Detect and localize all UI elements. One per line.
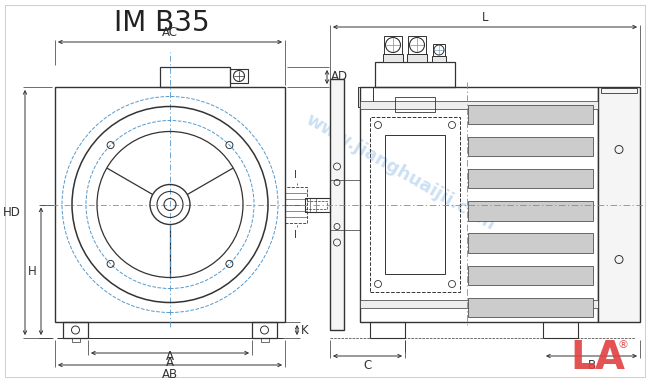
Text: A: A bbox=[166, 350, 174, 363]
Bar bbox=[601, 88, 637, 93]
Bar bbox=[63, 322, 88, 338]
Bar bbox=[252, 322, 277, 338]
Bar bbox=[261, 338, 268, 342]
Bar bbox=[395, 97, 435, 112]
Text: IM B35: IM B35 bbox=[114, 9, 210, 37]
Bar bbox=[370, 117, 460, 292]
Bar bbox=[468, 233, 593, 253]
Bar bbox=[598, 87, 640, 322]
Bar bbox=[305, 201, 327, 209]
Text: L: L bbox=[482, 11, 488, 24]
Bar bbox=[285, 186, 307, 222]
Text: A: A bbox=[166, 356, 174, 369]
Bar bbox=[330, 79, 344, 330]
Text: www.jianghuaijii.com: www.jianghuaijii.com bbox=[302, 110, 498, 234]
Bar bbox=[543, 322, 578, 338]
Bar bbox=[468, 169, 593, 188]
Bar bbox=[360, 87, 598, 322]
Bar bbox=[468, 105, 593, 124]
Bar bbox=[408, 36, 426, 54]
Bar bbox=[468, 137, 593, 156]
Bar bbox=[358, 87, 373, 107]
Bar bbox=[407, 54, 427, 62]
Text: ®: ® bbox=[618, 340, 629, 350]
Bar bbox=[160, 67, 230, 87]
Bar bbox=[360, 300, 598, 308]
Bar bbox=[433, 44, 445, 56]
Text: B: B bbox=[588, 359, 595, 372]
Bar bbox=[383, 54, 403, 62]
Bar bbox=[385, 135, 445, 274]
Text: LA: LA bbox=[571, 339, 625, 377]
Text: HD: HD bbox=[3, 206, 21, 219]
Bar bbox=[468, 201, 593, 220]
Bar bbox=[370, 322, 405, 338]
Bar bbox=[432, 56, 446, 62]
Bar bbox=[375, 62, 455, 87]
Bar bbox=[55, 87, 285, 322]
Text: H: H bbox=[28, 265, 37, 278]
Text: AD: AD bbox=[331, 71, 348, 84]
Text: AC: AC bbox=[162, 26, 178, 39]
Text: K: K bbox=[301, 324, 309, 337]
Text: AB: AB bbox=[162, 368, 178, 381]
Bar bbox=[305, 197, 330, 212]
Text: I: I bbox=[294, 170, 296, 180]
Bar bbox=[360, 101, 598, 109]
Bar bbox=[384, 36, 402, 54]
Text: I: I bbox=[294, 230, 296, 240]
Bar bbox=[468, 298, 593, 317]
Bar bbox=[230, 69, 248, 83]
Text: C: C bbox=[363, 359, 372, 372]
Bar bbox=[468, 265, 593, 285]
Bar bbox=[72, 338, 79, 342]
